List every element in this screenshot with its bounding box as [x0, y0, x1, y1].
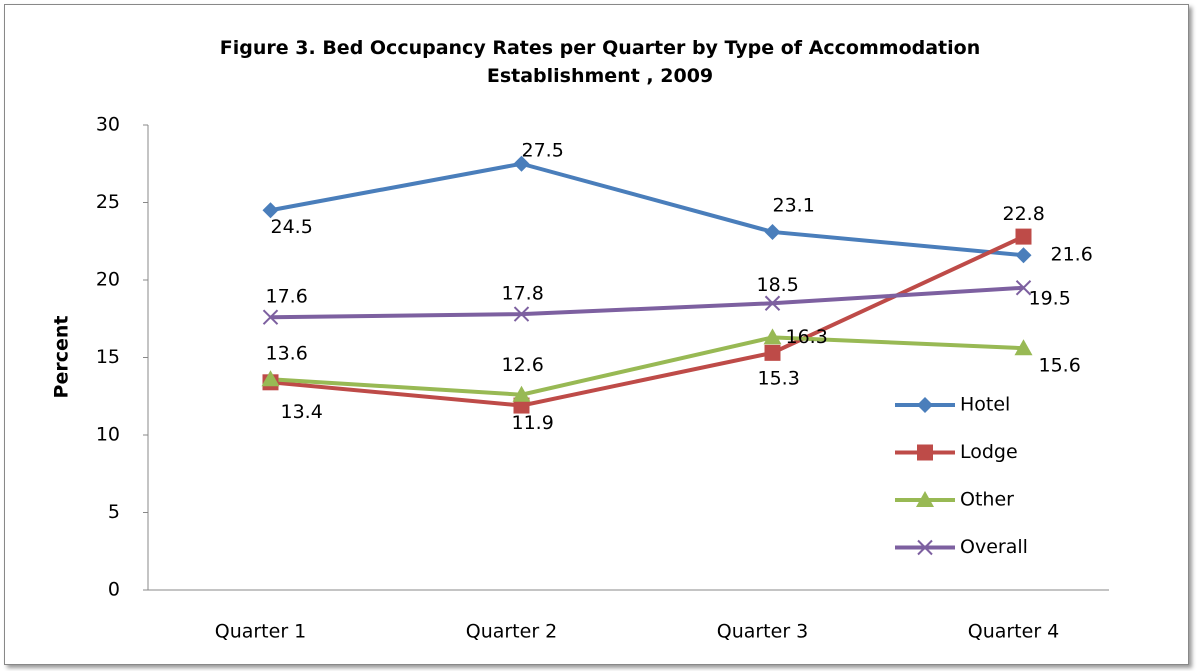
- marker: [1014, 339, 1033, 356]
- y-tick-label: 25: [96, 191, 120, 213]
- marker: [916, 491, 934, 507]
- series-line: [270, 335, 1024, 397]
- marker: [764, 344, 781, 361]
- data-label: 21.6: [1051, 244, 1093, 266]
- legend-label: Hotel: [960, 394, 1010, 416]
- data-label: 13.4: [281, 401, 323, 423]
- marker: [513, 306, 530, 322]
- y-axis-label: Percent: [51, 316, 73, 399]
- series-line: [270, 285, 1024, 320]
- chart-frame: [4, 4, 1189, 665]
- data-label: 24.5: [271, 216, 313, 238]
- y-tick-label: 5: [108, 501, 120, 523]
- marker: [763, 328, 782, 345]
- y-tick-label: 15: [96, 346, 120, 368]
- legend-label: Lodge: [960, 441, 1018, 463]
- marker: [764, 295, 781, 311]
- marker: [1015, 280, 1032, 296]
- data-label: 23.1: [773, 194, 815, 216]
- marker: [917, 539, 933, 556]
- legend-label: Other: [960, 489, 1014, 511]
- y-tick-label: 30: [96, 114, 120, 136]
- marker: [917, 397, 933, 413]
- marker: [513, 155, 530, 172]
- data-label: 17.8: [502, 283, 544, 305]
- data-label: 17.6: [266, 286, 308, 308]
- y-tick-label: 0: [108, 579, 120, 601]
- marker: [262, 309, 279, 325]
- marker: [261, 370, 280, 387]
- data-label: 12.6: [502, 354, 544, 376]
- y-tick-label: 20: [96, 269, 120, 291]
- chart-title: Figure 3. Bed Occupancy Rates per Quarte…: [219, 37, 981, 87]
- marker: [512, 385, 531, 402]
- marker: [1015, 228, 1032, 245]
- data-label: 15.6: [1039, 355, 1081, 377]
- marker: [764, 223, 781, 240]
- series-line: [270, 234, 1025, 408]
- series-line: [270, 161, 1024, 258]
- data-label: 16.3: [786, 326, 828, 348]
- legend-label: Overall: [960, 536, 1028, 558]
- y-tick-label: 10: [96, 424, 120, 446]
- data-label: 27.5: [522, 139, 564, 161]
- x-tick-label: Quarter 1: [215, 621, 307, 643]
- marker: [1015, 247, 1032, 264]
- data-label: 19.5: [1029, 287, 1071, 309]
- data-label: 15.3: [758, 367, 800, 389]
- x-tick-label: Quarter 4: [968, 621, 1060, 643]
- marker: [917, 444, 933, 461]
- x-tick-label: Quarter 3: [717, 621, 809, 643]
- marker: [262, 202, 279, 219]
- data-label: 11.9: [512, 412, 554, 434]
- data-label: 13.6: [266, 343, 308, 365]
- data-label: 18.5: [757, 274, 799, 296]
- data-label: 22.8: [1003, 203, 1045, 225]
- x-tick-label: Quarter 2: [466, 621, 558, 643]
